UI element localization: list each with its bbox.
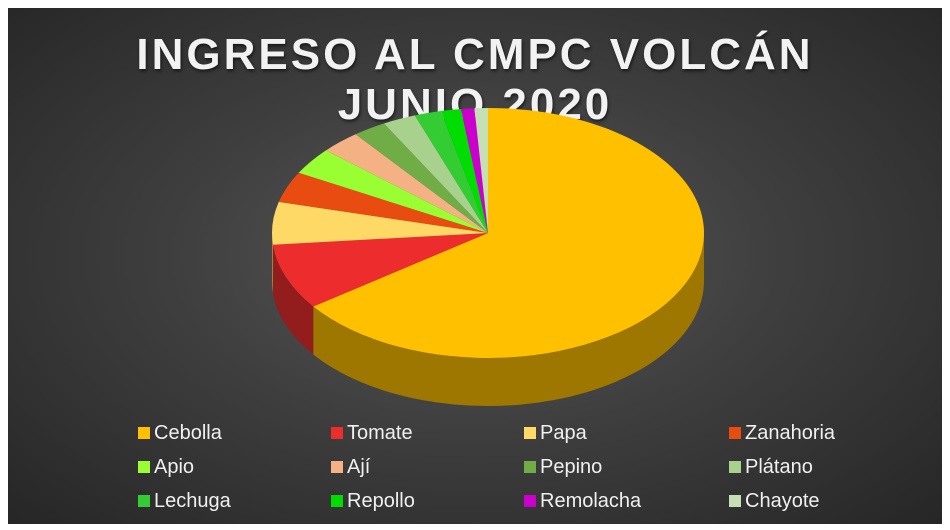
pie-slice-repollo	[440, 108, 488, 233]
legend-item-pepino: Pepino	[524, 454, 729, 480]
legend-label: Ají	[347, 455, 371, 478]
legend-swatch	[138, 427, 150, 439]
legend-item-cebolla: Cebolla	[138, 420, 331, 446]
legend-label: Cebolla	[154, 421, 222, 444]
chart-title-line-1: INGRESO AL CMPC VOLCÁN	[136, 30, 814, 79]
legend-item-repollo: Repollo	[331, 488, 524, 514]
legend-label: Tomate	[347, 421, 413, 444]
legend-label: Remolacha	[540, 489, 642, 512]
pie-slice-plátano	[383, 115, 488, 233]
pie-slice-remolacha	[460, 108, 488, 233]
legend-item-plátano: Plátano	[729, 454, 928, 480]
pie-chart	[272, 108, 704, 407]
legend-swatch	[331, 495, 343, 507]
pie-side-cebolla	[313, 233, 704, 407]
chart-title: INGRESO AL CMPC VOLCÁN JUNIO 2020	[8, 30, 942, 130]
pie-slice-apio	[298, 150, 488, 233]
legend-swatch	[524, 495, 536, 507]
legend-item-chayote: Chayote	[729, 488, 928, 514]
legend-item-lechuga: Lechuga	[138, 488, 331, 514]
legend-label: Pepino	[540, 455, 603, 478]
legend-swatch	[331, 427, 343, 439]
legend-swatch	[524, 461, 536, 473]
pie-top	[272, 108, 704, 358]
legend-item-apio: Apio	[138, 454, 331, 480]
legend-swatch	[729, 427, 741, 439]
legend-label: Papa	[540, 421, 587, 444]
pie-slice-ají	[325, 134, 488, 233]
legend-label: Apio	[154, 455, 195, 478]
legend-item-tomate: Tomate	[331, 420, 524, 446]
legend-label: Repollo	[347, 489, 415, 512]
legend-label: Zanahoria	[745, 421, 836, 444]
pie-slice-chayote	[474, 108, 488, 233]
pie-side-walls	[272, 233, 704, 407]
legend-swatch	[138, 495, 150, 507]
pie-side-papa	[272, 233, 273, 293]
pie-side-tomate	[272, 244, 314, 355]
pie-slice-cebolla	[313, 108, 704, 358]
pie-slice-lechuga	[414, 111, 488, 233]
legend-swatch	[729, 461, 741, 473]
legend-swatch	[524, 427, 536, 439]
legend-item-ají: Ají	[331, 454, 524, 480]
chart-area: INGRESO AL CMPC VOLCÁN JUNIO 2020 Ceboll…	[8, 8, 942, 524]
legend-item-zanahoria: Zanahoria	[729, 420, 928, 446]
legend-item-remolacha: Remolacha	[524, 488, 729, 514]
legend-label: Chayote	[745, 489, 820, 512]
pie-slice-tomate	[272, 233, 488, 307]
pie-slice-zanahoria	[278, 172, 488, 233]
legend-swatch	[729, 495, 741, 507]
legend-item-papa: Papa	[524, 420, 729, 446]
legend-label: Plátano	[745, 455, 813, 478]
pie-slice-pepino	[355, 123, 488, 233]
legend: Cebolla Tomate Papa Zanahoria Apio Ají Pepino P…	[138, 420, 928, 514]
legend-swatch	[331, 461, 343, 473]
pie-slice-papa	[272, 201, 488, 245]
legend-swatch	[138, 461, 150, 473]
legend-label: Lechuga	[154, 489, 231, 512]
